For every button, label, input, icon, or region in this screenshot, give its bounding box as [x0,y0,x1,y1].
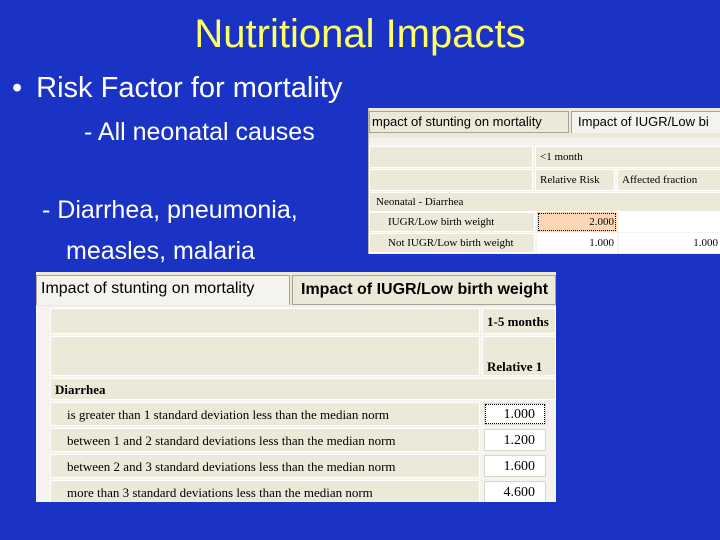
header-blank-1 [369,146,533,168]
row-label-not-iugr: Not IUGR/Low birth weight [369,233,535,253]
col-header-relative-large: Relative 1 [482,336,556,376]
bullet-risk-factor: • Risk Factor for mortality [12,72,342,105]
iugr-table-panel: mpact of stunting on mortality Impact of… [368,108,720,254]
sub-bullet-diseases-line1: - Diarrhea, pneumonia, [42,196,298,224]
row-label-3sd: more than 3 standard deviations less tha… [50,480,480,502]
stunting-table-panel: Impact of stunting on mortality Impact o… [36,272,556,502]
value-1sd-input[interactable]: 1.000 [484,403,546,425]
rr-not-iugr-input[interactable]: 1.000 [537,233,617,253]
age-header-large: 1-5 months [482,308,556,334]
row-label-1-2sd: between 1 and 2 standard deviations less… [50,428,480,452]
value-2-3sd-input[interactable]: 1.600 [484,455,546,477]
sub-bullet-neonatal: - All neonatal causes [84,118,315,146]
age-header: <1 month [535,146,720,168]
tab-iugr-large[interactable]: Impact of IUGR/Low birth weight [292,275,556,305]
row-label-2-3sd: between 2 and 3 standard deviations less… [50,454,480,478]
header-blank-large-2 [50,336,480,376]
tab-iugr[interactable]: Impact of IUGR/Low bi [571,111,720,133]
value-3sd-input[interactable]: 4.600 [484,481,546,502]
af-iugr-input[interactable] [619,212,720,232]
af-not-iugr-input[interactable]: 1.000 [619,233,720,253]
section-label: Neonatal - Diarrhea [369,192,720,212]
rr-iugr-input[interactable]: 2.000 [537,212,617,232]
row-label-iugr: IUGR/Low birth weight [369,212,535,232]
row-label-1sd: is greater than 1 standard deviation les… [50,402,480,426]
bullet-text: Risk Factor for mortality [36,72,343,104]
col-header-relative-risk: Relative Risk [535,169,615,191]
col-header-affected-fraction: Affected fraction [617,169,720,191]
tab-stunting[interactable]: mpact of stunting on mortality [369,111,569,133]
header-blank-large-1 [50,308,480,334]
value-1-2sd-input[interactable]: 1.200 [484,429,546,451]
header-blank-2 [369,169,533,191]
bullet-dot-icon: • [12,72,23,104]
tab-stunting-large[interactable]: Impact of stunting on mortality [36,275,290,305]
section-label-large: Diarrhea [50,378,556,400]
slide-title: Nutritional Impacts [194,12,526,56]
sub-bullet-diseases-line2: measles, malaria [66,237,255,265]
